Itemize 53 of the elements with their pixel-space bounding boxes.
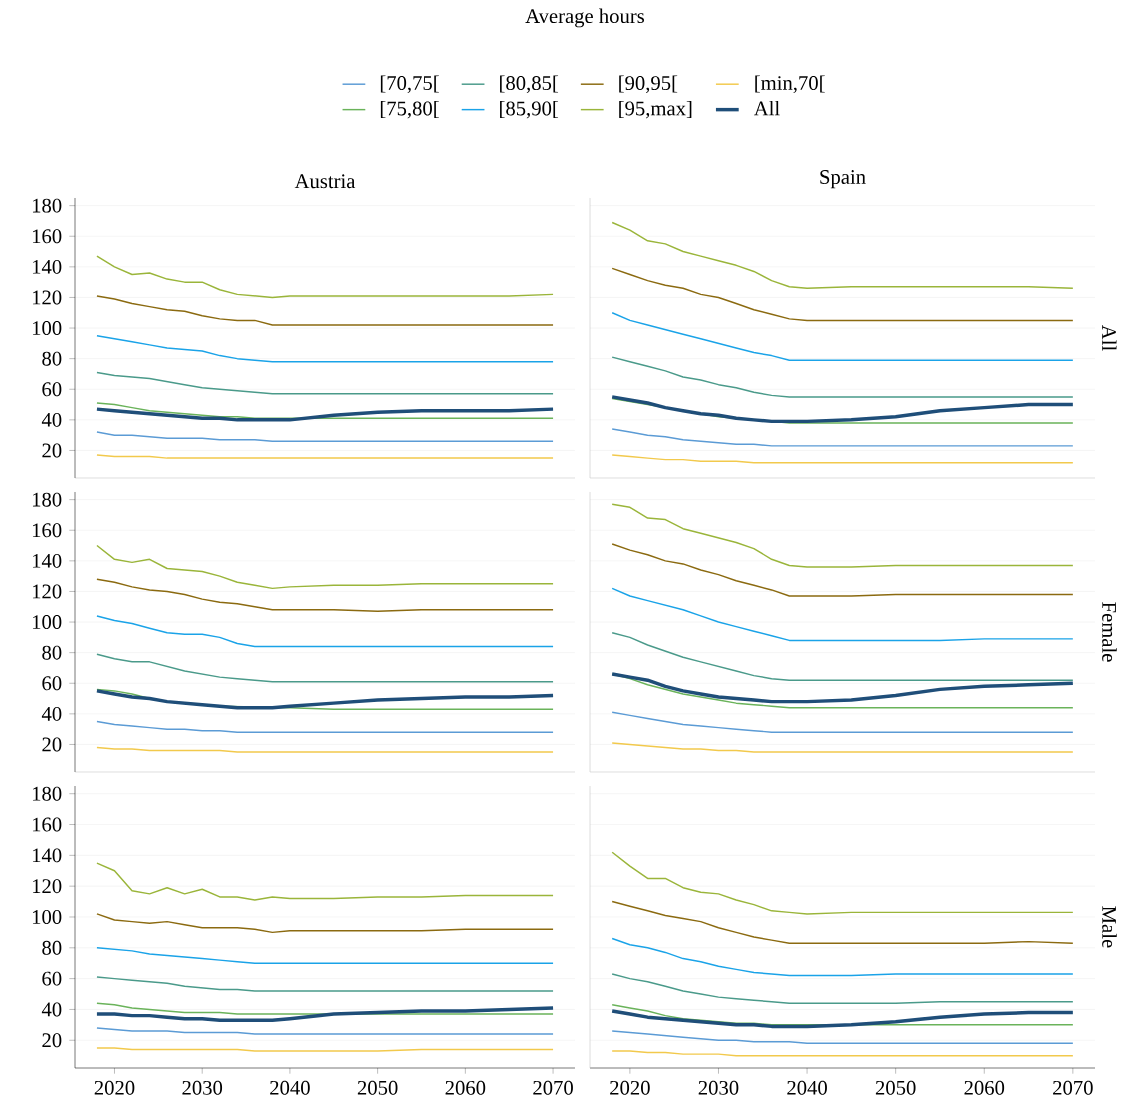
y-tick-label: 100 [32,615,62,630]
y-tick-label: 20 [42,737,62,752]
x-tick-label: 2030 [698,1080,739,1095]
y-tick-label: 40 [41,412,62,427]
y-tick-label: 160 [32,229,62,244]
chart-title: Austria [294,174,356,189]
y-tick-label: 160 [32,817,62,832]
y-tick-label: 60 [42,382,62,397]
x-tick-label: 2030 [182,1080,223,1095]
y-tick-label: 40 [41,1002,62,1017]
legend-label: [80,85[ [500,75,559,93]
y-tick-label: 120 [32,879,62,894]
y-tick-label: 180 [32,492,62,507]
x-tick-label: 2040 [787,1080,827,1095]
y-tick-label: 120 [32,290,62,305]
legend-label: [70,75[ [380,75,439,93]
y-tick-label: 20 [42,443,62,458]
y-tick-label: 100 [32,321,62,336]
x-tick-label: 2020 [610,1080,650,1095]
legend-label: [95,max] [619,100,692,119]
chart-title: Spain [820,170,866,189]
y-tick-label: 20 [42,1033,62,1048]
y-tick-label: 80 [42,645,62,660]
y-tick-label: 100 [32,910,62,924]
y2-axis-title: Female [1102,602,1117,662]
y-tick-label: 180 [32,198,62,213]
legend-label: [75,80[ [380,100,439,119]
y2-axis-title: Male [1102,906,1117,948]
y-tick-label: 40 [41,706,62,721]
x-tick-label: 2070 [533,1080,573,1095]
legend-label: [90,95[ [619,75,678,93]
legend-label: [85,90[ [500,100,559,119]
y-tick-label: 60 [42,676,62,691]
y-tick-label: 80 [42,940,62,955]
x-tick-label: 2020 [94,1080,135,1095]
x-tick-label: 2060 [445,1080,486,1095]
y-tick-label: 180 [32,786,62,801]
y-tick-label: 140 [32,553,62,568]
x-tick-label: 2050 [357,1080,398,1095]
y-tick-label: 80 [42,351,62,366]
y-tick-label: 160 [32,523,62,538]
y2-axis-title: All [1102,325,1117,351]
y-tick-label: 140 [32,259,62,274]
legend-label: [min,70[ [755,75,825,93]
y-tick-label: 120 [32,584,62,599]
y-tick-label: 140 [32,848,62,863]
x-tick-label: 2050 [875,1080,916,1095]
x-tick-label: 2070 [1053,1080,1093,1095]
y-tick-label: 60 [42,971,62,986]
x-tick-label: 2040 [270,1080,310,1095]
legend-label: All [753,100,780,116]
legend-title: Average hours [525,8,645,28]
x-tick-label: 2060 [964,1080,1005,1095]
